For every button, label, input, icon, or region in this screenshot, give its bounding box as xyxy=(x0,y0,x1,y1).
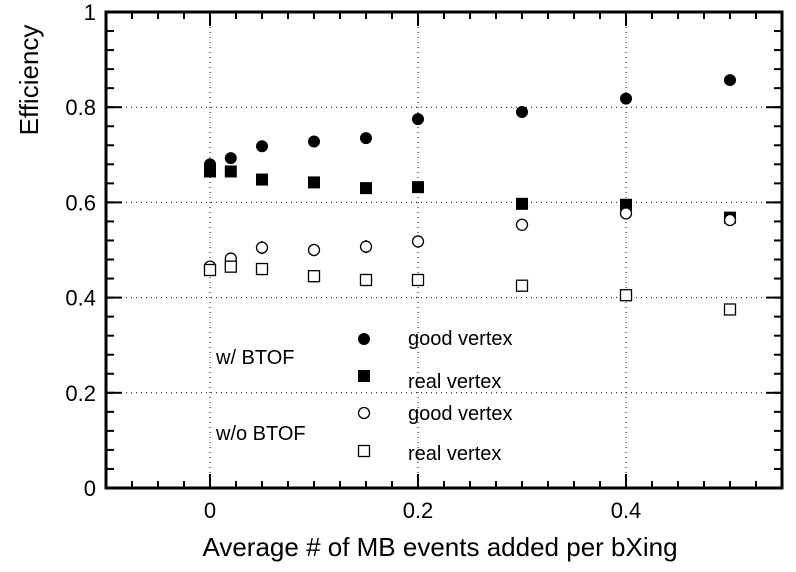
series-2 xyxy=(203,207,737,273)
x-tick-label: 0 xyxy=(204,498,216,523)
legend-marker-filled-square xyxy=(358,370,370,382)
legend-marker-filled-circle xyxy=(358,333,370,345)
data-point xyxy=(360,182,372,195)
y-axis-label: Efficiency xyxy=(14,25,44,136)
y-tick-label: 0.4 xyxy=(65,286,96,311)
legend-entry-nobtof-real: real vertex xyxy=(408,443,501,465)
data-point xyxy=(256,140,268,153)
series-1 xyxy=(204,165,736,224)
data-point xyxy=(255,241,269,254)
tick-labels: 0 0.2 0.4 0 0.2 0.4 0.6 0.8 1 xyxy=(65,0,641,523)
data-point xyxy=(307,270,321,283)
data-marks xyxy=(203,74,737,316)
y-tick-label: 0.6 xyxy=(65,190,96,215)
series-0 xyxy=(204,74,736,171)
y-tick-label: 0.8 xyxy=(65,95,96,120)
legend-marker-open-square xyxy=(357,444,371,458)
data-point xyxy=(412,113,424,126)
legend-markers xyxy=(357,333,371,458)
x-tick-label: 0.2 xyxy=(403,498,434,523)
axis-ticks xyxy=(105,11,783,489)
data-point xyxy=(359,273,373,287)
data-point xyxy=(308,135,320,148)
data-point xyxy=(619,289,633,302)
legend-entry-btof-real: real vertex xyxy=(408,371,501,393)
legend-group-label-no-btof: w/o BTOF xyxy=(215,423,306,445)
data-point xyxy=(204,165,216,178)
y-tick-label: 1 xyxy=(84,0,96,25)
data-point xyxy=(619,207,633,220)
data-point xyxy=(620,92,632,105)
data-point xyxy=(723,303,737,316)
data-point xyxy=(724,74,736,87)
data-point xyxy=(224,152,237,165)
data-point xyxy=(203,263,217,277)
data-point xyxy=(224,260,237,273)
data-point xyxy=(515,279,529,292)
data-point xyxy=(412,181,424,194)
data-point xyxy=(307,243,321,257)
legend-entry-btof-good: good vertex xyxy=(408,328,513,350)
data-point xyxy=(308,176,320,189)
series-3 xyxy=(203,260,737,316)
legend-group-label-btof: w/ BTOF xyxy=(215,347,295,369)
legend-entry-nobtof-good: good vertex xyxy=(408,403,513,425)
data-point xyxy=(224,165,237,178)
data-point xyxy=(256,173,268,186)
legend-marker-open-circle xyxy=(357,406,371,420)
x-tick-label: 0.4 xyxy=(611,498,642,523)
x-axis-label: Average # of MB events added per bXing xyxy=(202,532,677,562)
y-tick-label: 0.2 xyxy=(65,381,96,406)
data-point xyxy=(359,240,373,253)
y-tick-label: 0 xyxy=(84,476,96,501)
data-point xyxy=(360,132,372,145)
data-point xyxy=(255,262,269,276)
data-point xyxy=(723,213,737,227)
data-point xyxy=(411,273,425,287)
data-point xyxy=(516,105,528,118)
data-point xyxy=(515,218,529,231)
legend: w/ BTOF w/o BTOF good vertex real vertex… xyxy=(215,328,513,465)
data-point xyxy=(411,235,425,248)
data-point xyxy=(516,197,528,210)
